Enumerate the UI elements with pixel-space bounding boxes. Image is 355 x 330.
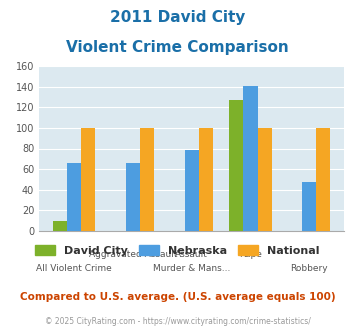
Bar [316, 128, 331, 231]
Text: © 2025 CityRating.com - https://www.cityrating.com/crime-statistics/: © 2025 CityRating.com - https://www.city… [45, 317, 310, 326]
Text: Compared to U.S. average. (U.S. average equals 100): Compared to U.S. average. (U.S. average … [20, 292, 335, 302]
Bar [126, 163, 140, 231]
Text: Murder & Mans...: Murder & Mans... [153, 264, 230, 273]
Bar [229, 100, 244, 231]
Text: Rape: Rape [239, 250, 262, 259]
Bar [81, 128, 95, 231]
Bar [244, 85, 258, 231]
Text: Robbery: Robbery [290, 264, 328, 273]
Text: 2011 David City: 2011 David City [110, 10, 245, 25]
Bar [258, 128, 272, 231]
Text: All Violent Crime: All Violent Crime [36, 264, 112, 273]
Bar [185, 149, 199, 231]
Bar [199, 128, 213, 231]
Text: Assault: Assault [175, 250, 208, 259]
Text: Violent Crime Comparison: Violent Crime Comparison [66, 40, 289, 54]
Bar [140, 128, 154, 231]
Bar [67, 163, 81, 231]
Bar [53, 221, 67, 231]
Text: Aggravated Assault: Aggravated Assault [89, 250, 177, 259]
Legend: David City, Nebraska, National: David City, Nebraska, National [31, 241, 324, 260]
Bar [302, 182, 316, 231]
